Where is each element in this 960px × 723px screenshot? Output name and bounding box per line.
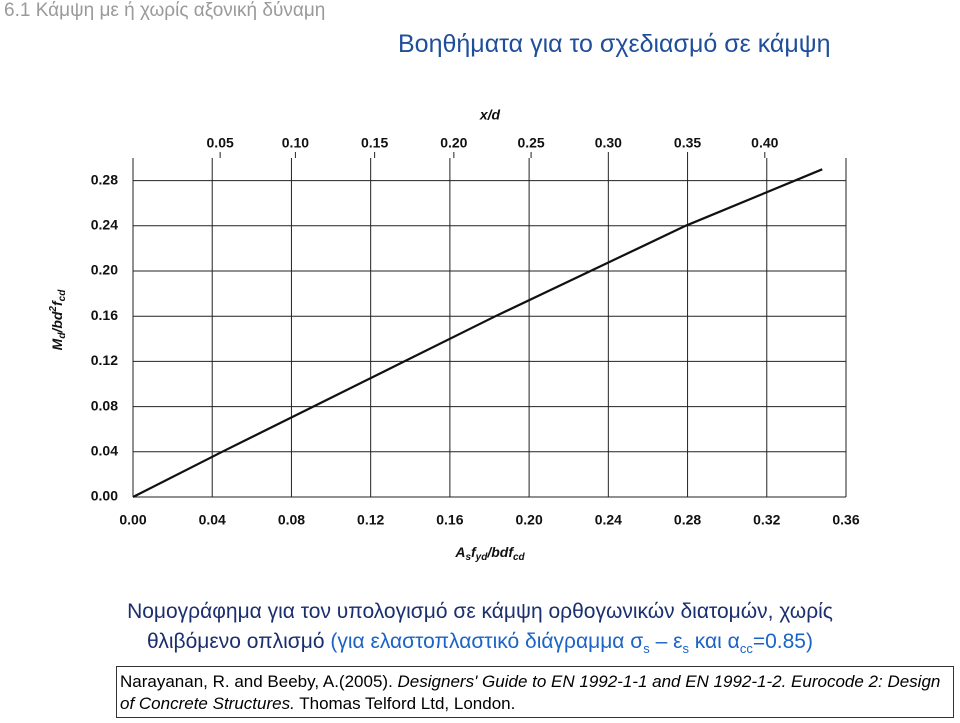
top-tick-label: 0.20 <box>440 135 467 151</box>
chart: x/d Md/bd2fcd Asfyd/bdfcd 0.00 0.04 0.08 0.… <box>48 107 860 563</box>
top-tick-label: 0.35 <box>674 135 701 151</box>
reference: Narayanan, R. and Beeby, A.(2005). Desig… <box>116 666 954 718</box>
y-tick-label: 0.20 <box>91 262 118 278</box>
x-tick-label: 0.12 <box>357 512 384 528</box>
x-tick-label: 0.16 <box>436 512 463 528</box>
caption-note: (για ελαστοπλαστικό διάγραμμα σs – εs κα… <box>330 630 813 657</box>
top-tick-label: 0.15 <box>361 135 388 151</box>
y-tick-label: 0.04 <box>91 443 118 459</box>
caption-text: θλιβόμενο οπλισμό <box>147 630 325 653</box>
x-axis-label: Asfyd/bdfcd <box>454 544 525 563</box>
curve <box>132 168 823 498</box>
y-tick-label: 0.00 <box>91 488 118 504</box>
y-tick-label: 0.28 <box>91 171 118 187</box>
caption-line: Νομογράφημα για τον υπολογισμό σε κάμψη … <box>127 600 833 623</box>
x-tick-label: 0.36 <box>832 512 859 528</box>
x-tick-label: 0.32 <box>753 512 780 528</box>
y-tick-label: 0.12 <box>91 352 118 368</box>
y-axis-label: Md/bd2fcd <box>48 289 68 351</box>
x-tick-label: 0.04 <box>199 512 226 528</box>
x-tick-label: 0.20 <box>515 512 542 528</box>
top-tick-label: 0.10 <box>282 135 309 151</box>
y-tick-label: 0.24 <box>91 217 118 233</box>
x-tick-label: 0.24 <box>595 512 622 528</box>
y-tick-label: 0.08 <box>91 397 118 413</box>
x-tick-label: 0.08 <box>278 512 305 528</box>
caption-line: θλιβόμενο οπλισμό (για ελαστοπλαστικό δι… <box>0 630 960 656</box>
top-tick-label: 0.40 <box>751 135 778 151</box>
x-tick-label: 0.28 <box>674 512 701 528</box>
section-title: 6.1 Κάμψη με ή χωρίς αξονική δύναμη <box>4 0 326 21</box>
x-tick-label: 0.00 <box>119 512 146 528</box>
top-tick-label: 0.05 <box>207 135 234 151</box>
top-axis-label: x/d <box>479 107 501 123</box>
top-tick-label: 0.30 <box>595 135 622 151</box>
y-tick-label: 0.16 <box>91 307 118 323</box>
slide-title: Βοηθήματα για το σχεδιασμό σε κάμψη <box>398 30 831 58</box>
top-tick-label: 0.25 <box>517 135 544 151</box>
